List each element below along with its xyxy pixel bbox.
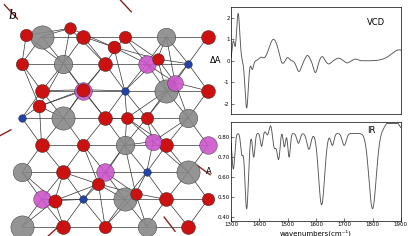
- Point: [133, 192, 139, 195]
- Point: [19, 170, 25, 174]
- Point: [163, 198, 170, 201]
- Point: [163, 89, 170, 93]
- Point: [185, 62, 191, 66]
- Point: [102, 116, 108, 120]
- Point: [204, 143, 211, 147]
- X-axis label: wavenumbers(cm⁻¹): wavenumbers(cm⁻¹): [280, 230, 352, 236]
- Point: [102, 225, 108, 228]
- Point: [60, 62, 67, 66]
- Point: [23, 34, 29, 37]
- Point: [60, 170, 67, 174]
- Point: [102, 62, 108, 66]
- Point: [121, 198, 128, 201]
- Point: [36, 104, 43, 108]
- Point: [19, 225, 25, 228]
- Point: [110, 45, 117, 49]
- Point: [204, 198, 211, 201]
- Point: [80, 143, 86, 147]
- Point: [67, 26, 73, 30]
- Point: [95, 182, 102, 186]
- Point: [150, 140, 156, 143]
- Y-axis label: ΔA: ΔA: [210, 56, 222, 65]
- Point: [185, 170, 191, 174]
- Point: [204, 35, 211, 38]
- Point: [52, 199, 58, 202]
- Point: [19, 62, 25, 66]
- Point: [80, 88, 86, 92]
- Point: [185, 116, 191, 120]
- Point: [80, 198, 86, 201]
- Y-axis label: A: A: [206, 167, 212, 176]
- Point: [38, 143, 45, 147]
- Point: [143, 170, 150, 174]
- Point: [143, 116, 150, 120]
- Point: [60, 116, 67, 120]
- Point: [163, 35, 170, 38]
- Text: VCD: VCD: [367, 18, 385, 27]
- Point: [163, 143, 170, 147]
- Text: IR: IR: [367, 126, 375, 135]
- Point: [80, 89, 86, 93]
- Point: [80, 35, 86, 38]
- Point: [121, 35, 128, 38]
- Point: [172, 81, 178, 84]
- Point: [38, 35, 45, 38]
- Point: [124, 116, 130, 120]
- Point: [143, 62, 150, 66]
- Point: [38, 198, 45, 201]
- Point: [121, 143, 128, 147]
- Point: [121, 89, 128, 93]
- Point: [60, 225, 67, 228]
- Text: b: b: [9, 9, 17, 22]
- Point: [185, 225, 191, 228]
- Point: [102, 170, 108, 174]
- Point: [204, 89, 211, 93]
- Point: [154, 57, 161, 61]
- Point: [143, 225, 150, 228]
- Point: [19, 116, 25, 120]
- Point: [38, 89, 45, 93]
